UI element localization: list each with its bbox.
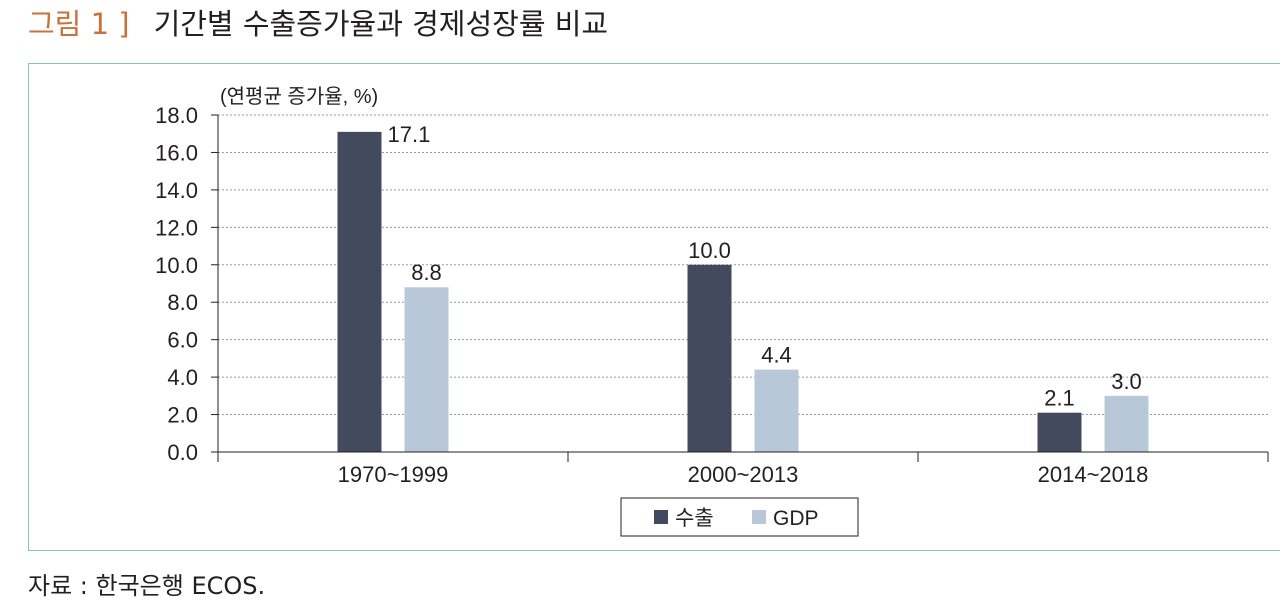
y-tick-label: 0.0	[167, 440, 198, 465]
figure-title-text: 기간별 수출증가율과 경제성장률 비교	[153, 7, 609, 41]
bars	[337, 131, 1149, 452]
axes	[217, 115, 1268, 453]
legend-swatch-gdp	[752, 510, 766, 524]
x-tick-label: 2014~2018	[1038, 462, 1149, 487]
figure-number: 그림 1 ]	[28, 7, 130, 41]
legend: 수출 GDP	[620, 497, 859, 537]
y-tick-label: 18.0	[155, 103, 198, 128]
y-tick-label: 8.0	[167, 290, 198, 315]
data-label: 4.4	[761, 343, 792, 368]
y-tick-label: 10.0	[155, 253, 198, 278]
y-tick-label: 12.0	[155, 215, 198, 240]
gridlines	[218, 114, 1268, 416]
y-tick-label: 4.0	[167, 365, 198, 390]
legend-label-gdp: GDP	[773, 507, 819, 530]
bar-export	[337, 131, 382, 452]
x-axis-ticks: 1970~1999 2000~2013 2014~2018	[217, 452, 1269, 487]
data-labels: 17.1 8.8 10.0 4.4 2.1 3.0	[388, 122, 1142, 411]
data-label: 8.8	[411, 260, 442, 285]
data-label: 3.0	[1111, 369, 1142, 394]
y-axis-ticks: 0.0 2.0 4.0 6.0 8.0 10.0 12.0 14.0 16.0 18.0	[155, 103, 218, 465]
figure-title: 그림 1 ] 기간별 수출증가율과 경제성장률 비교	[28, 4, 608, 44]
y-tick-label: 14.0	[155, 178, 198, 203]
bar-gdp	[1104, 395, 1149, 452]
bar-export	[687, 264, 732, 452]
bar-gdp	[404, 287, 449, 452]
chart-frame	[28, 63, 1280, 551]
data-label: 10.0	[688, 238, 731, 263]
data-label: 17.1	[388, 122, 431, 147]
y-axis-unit-label: (연평균 증가율, %)	[220, 85, 378, 108]
legend-label-export: 수출	[675, 506, 714, 530]
y-tick-label: 2.0	[167, 403, 198, 428]
x-tick-label: 1970~1999	[338, 462, 449, 487]
bar-export	[1037, 412, 1082, 452]
legend-swatch-export	[654, 510, 668, 524]
y-tick-label: 6.0	[167, 328, 198, 353]
source-note: 자료 : 한국은행 ECOS.	[28, 572, 266, 600]
y-tick-label: 16.0	[155, 140, 198, 165]
bar-gdp	[754, 369, 799, 452]
x-tick-label: 2000~2013	[688, 462, 799, 487]
data-label: 2.1	[1044, 386, 1075, 411]
